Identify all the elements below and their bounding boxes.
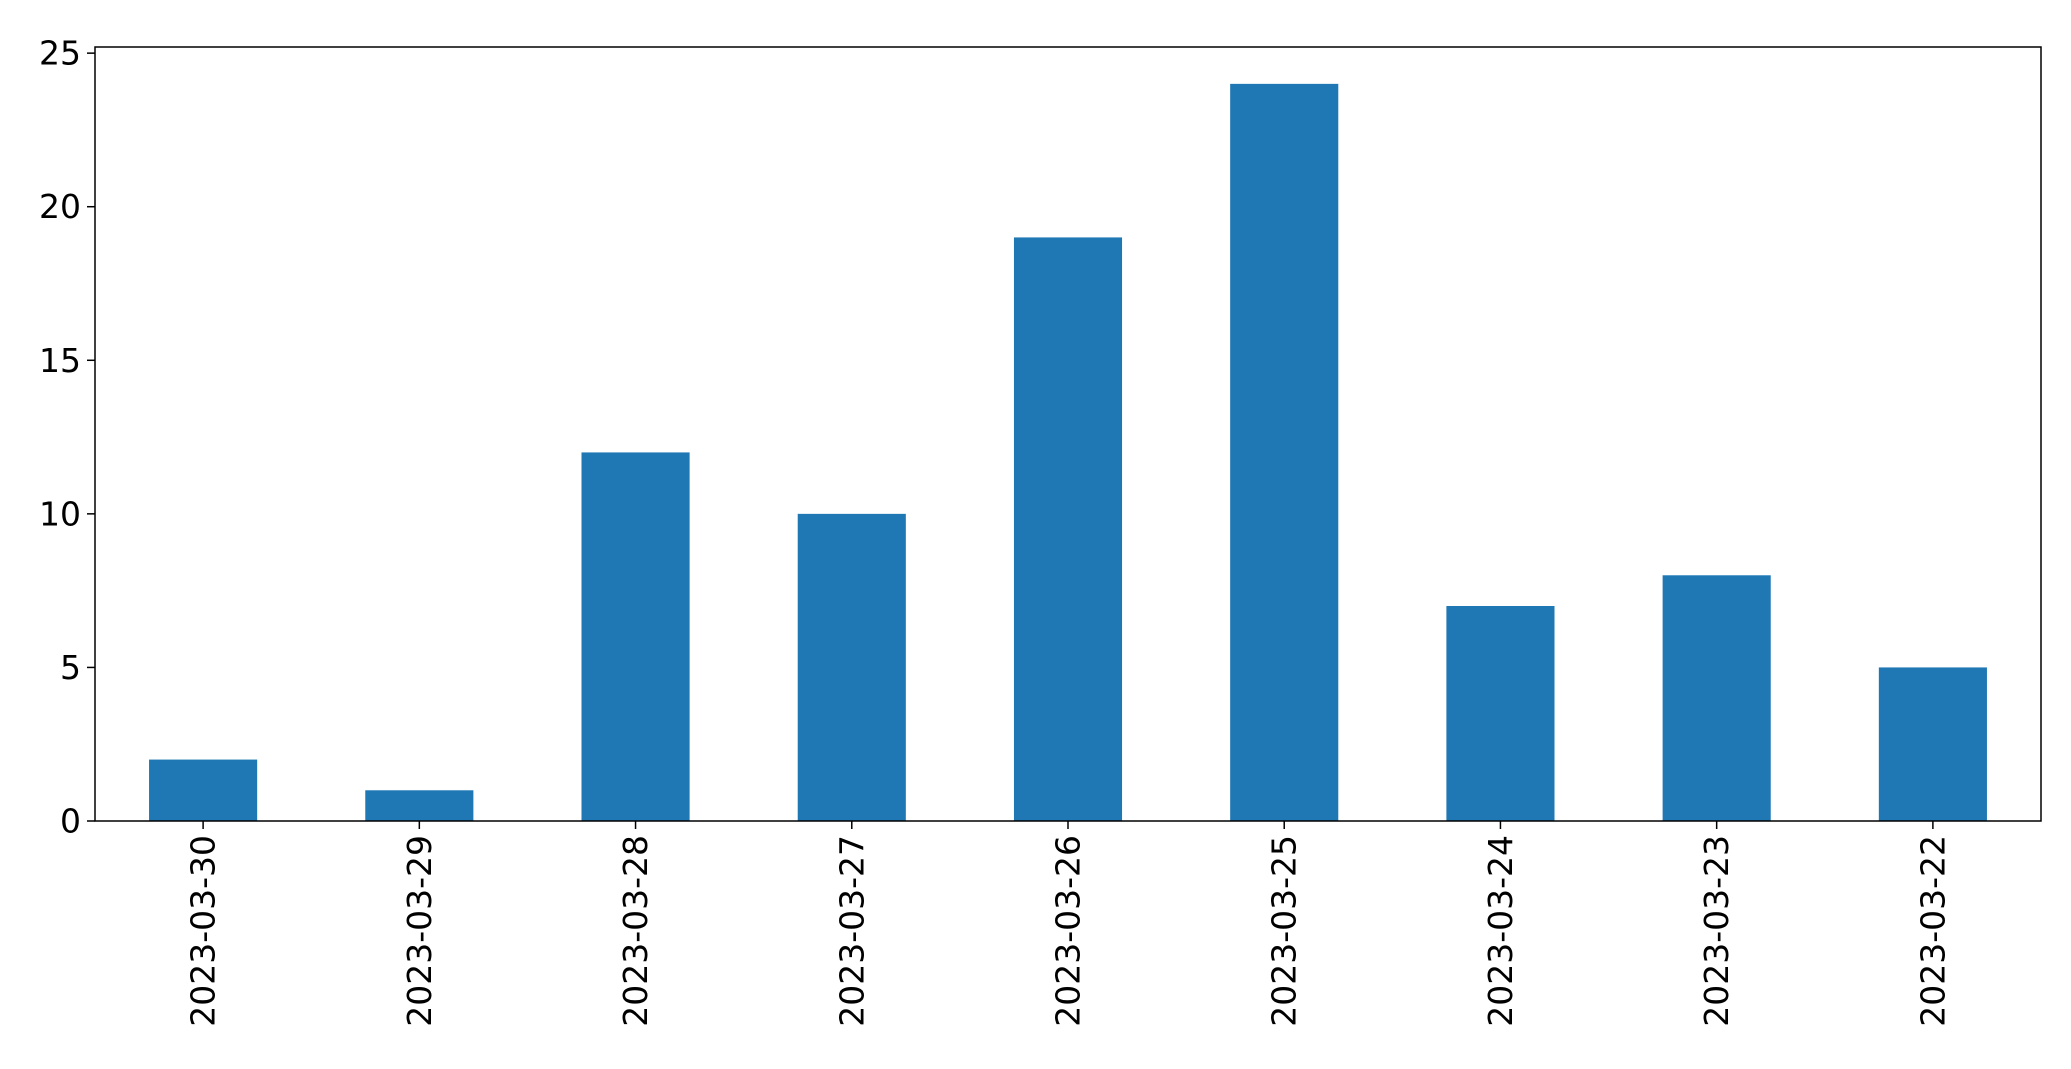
bar-2023-03-26 (1013, 237, 1123, 821)
plot-frame (94, 46, 2042, 822)
x-tick-label: 2023-03-26 (1049, 835, 1088, 1027)
x-tick-label: 2023-03-24 (1481, 835, 1520, 1027)
bar-2023-03-27 (797, 513, 906, 821)
bar-2023-03-23 (1662, 575, 1771, 821)
x-tick-label: 2023-03-27 (832, 835, 871, 1027)
x-tick-label: 2023-03-25 (1265, 835, 1304, 1027)
bar-2023-03-29 (365, 790, 474, 821)
bar-2023-03-28 (581, 452, 690, 821)
y-tick-label: 20 (39, 187, 81, 226)
y-axis: 0 5 10 15 20 25 (39, 34, 95, 841)
x-axis: 2023-03-30 2023-03-29 2023-03-28 2023-03-27… (184, 821, 1952, 1027)
y-tick-label: 0 (60, 802, 81, 841)
bars-group (149, 83, 1987, 822)
bar-2023-03-24 (1446, 606, 1555, 821)
x-tick-label: 2023-03-22 (1913, 835, 1952, 1027)
x-tick-label: 2023-03-30 (184, 835, 223, 1027)
y-tick-label: 5 (60, 648, 81, 687)
y-tick-label: 15 (39, 341, 81, 380)
bar-2023-03-30 (149, 759, 258, 821)
x-tick-label: 2023-03-28 (616, 835, 655, 1027)
y-tick-label: 25 (39, 34, 81, 73)
x-tick-label: 2023-03-23 (1697, 835, 1736, 1027)
x-tick-label: 2023-03-29 (400, 835, 439, 1027)
bar-2023-03-25 (1230, 83, 1339, 822)
y-tick-label: 10 (39, 494, 81, 533)
bar-2023-03-22 (1878, 667, 1987, 821)
